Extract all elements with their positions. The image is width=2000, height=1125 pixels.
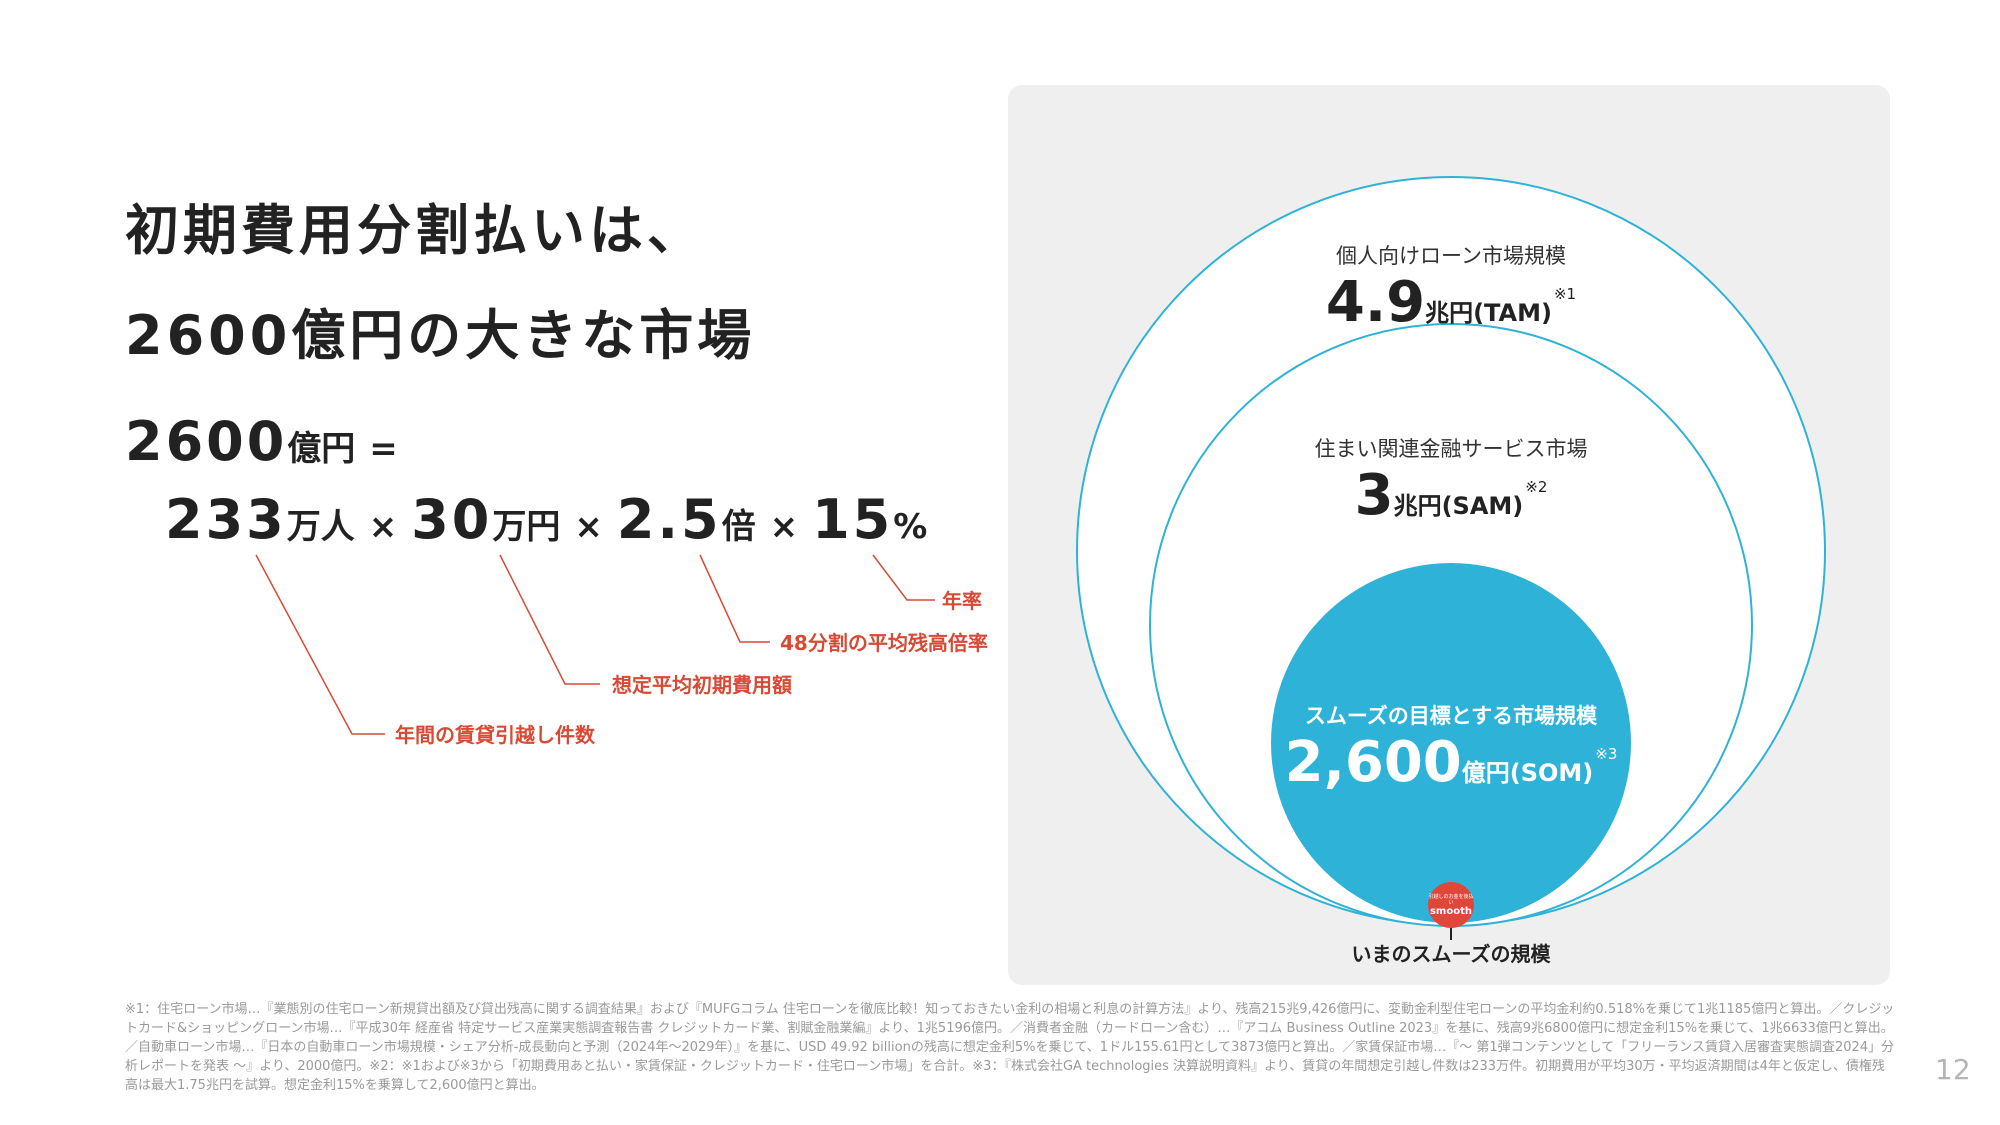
factor-rate-value: 15 <box>812 488 894 551</box>
factor-cost-value: 30 <box>411 488 493 551</box>
tam-note: ※1 <box>1553 285 1577 303</box>
factor-moves-value: 233 <box>165 488 287 551</box>
sam-label: 住まい関連金融サービス市場 3兆円(SAM)※2 <box>1315 433 1588 528</box>
smooth-logo-tagline: 引越しのお金を後払い <box>1428 894 1474 906</box>
leader-lines <box>255 554 935 735</box>
headline: 初期費用分割払いは、 2600億円の大きな市場 <box>125 178 755 388</box>
tam-label: 個人向けローン市場規模 4.9兆円(TAM)※1 <box>1326 240 1576 335</box>
som-note: ※3 <box>1595 745 1618 763</box>
som-unit: 億円(SOM) <box>1461 759 1594 787</box>
equals-sign: = <box>369 429 398 469</box>
som-value: 2,600 <box>1284 730 1462 795</box>
annotation-average-balance-ratio: 48分割の平均残高倍率 <box>780 631 988 655</box>
times-sign: × <box>769 507 799 547</box>
factor-cost-unit: 万円 <box>492 507 561 547</box>
total-unit: 億円 <box>287 429 356 469</box>
formula-total: 2600億円 = <box>125 410 412 473</box>
sam-note: ※2 <box>1525 478 1548 496</box>
current-size-label: いまのスムーズの規模 <box>1351 942 1551 966</box>
formula-factors: 233万人 × 30万円 × 2.5倍 × 15% <box>165 488 927 551</box>
leader-line-ratio <box>699 554 770 643</box>
times-sign: × <box>368 507 398 547</box>
som-title: スムーズの目標とする市場規模 <box>1304 704 1598 728</box>
tam-unit: 兆円(TAM) <box>1425 299 1552 327</box>
headline-line-1: 初期費用分割払いは、 <box>125 199 705 262</box>
smooth-logo-name: smooth <box>1429 906 1472 917</box>
page-number: 12 <box>1935 1053 1971 1086</box>
annotation-rate: 年率 <box>942 589 982 613</box>
leader-line-rate <box>872 554 935 601</box>
headline-line-2: 2600億円の大きな市場 <box>125 304 756 367</box>
leader-line-cost <box>499 554 600 685</box>
sam-unit: 兆円(SAM) <box>1393 492 1524 520</box>
smooth-logo: 引越しのお金を後払い smooth <box>1428 882 1474 928</box>
footnote: ※1：住宅ローン市場…『業態別の住宅ローン新規貸出額及び貸出残高に関する調査結果… <box>125 1002 1895 1093</box>
tam-value: 4.9 <box>1325 270 1426 335</box>
factor-ratio-value: 2.5 <box>616 488 722 551</box>
leader-line-moves <box>255 554 385 735</box>
som-label: スムーズの目標とする市場規模 2,600億円(SOM)※3 <box>1285 700 1618 795</box>
sam-value: 3 <box>1354 463 1394 528</box>
factor-ratio-unit: 倍 <box>721 507 756 547</box>
annotation-annual-moves: 年間の賃貸引越し件数 <box>395 723 595 747</box>
sam-title: 住まい関連金融サービス市場 <box>1314 437 1588 461</box>
som-circle <box>1271 563 1631 923</box>
tam-title: 個人向けローン市場規模 <box>1336 244 1566 268</box>
factor-moves-unit: 万人 <box>286 507 355 547</box>
total-value: 2600 <box>125 410 288 473</box>
times-sign: × <box>574 507 603 547</box>
annotation-initial-cost: 想定平均初期費用額 <box>612 673 792 697</box>
factor-rate-unit: % <box>893 507 928 547</box>
